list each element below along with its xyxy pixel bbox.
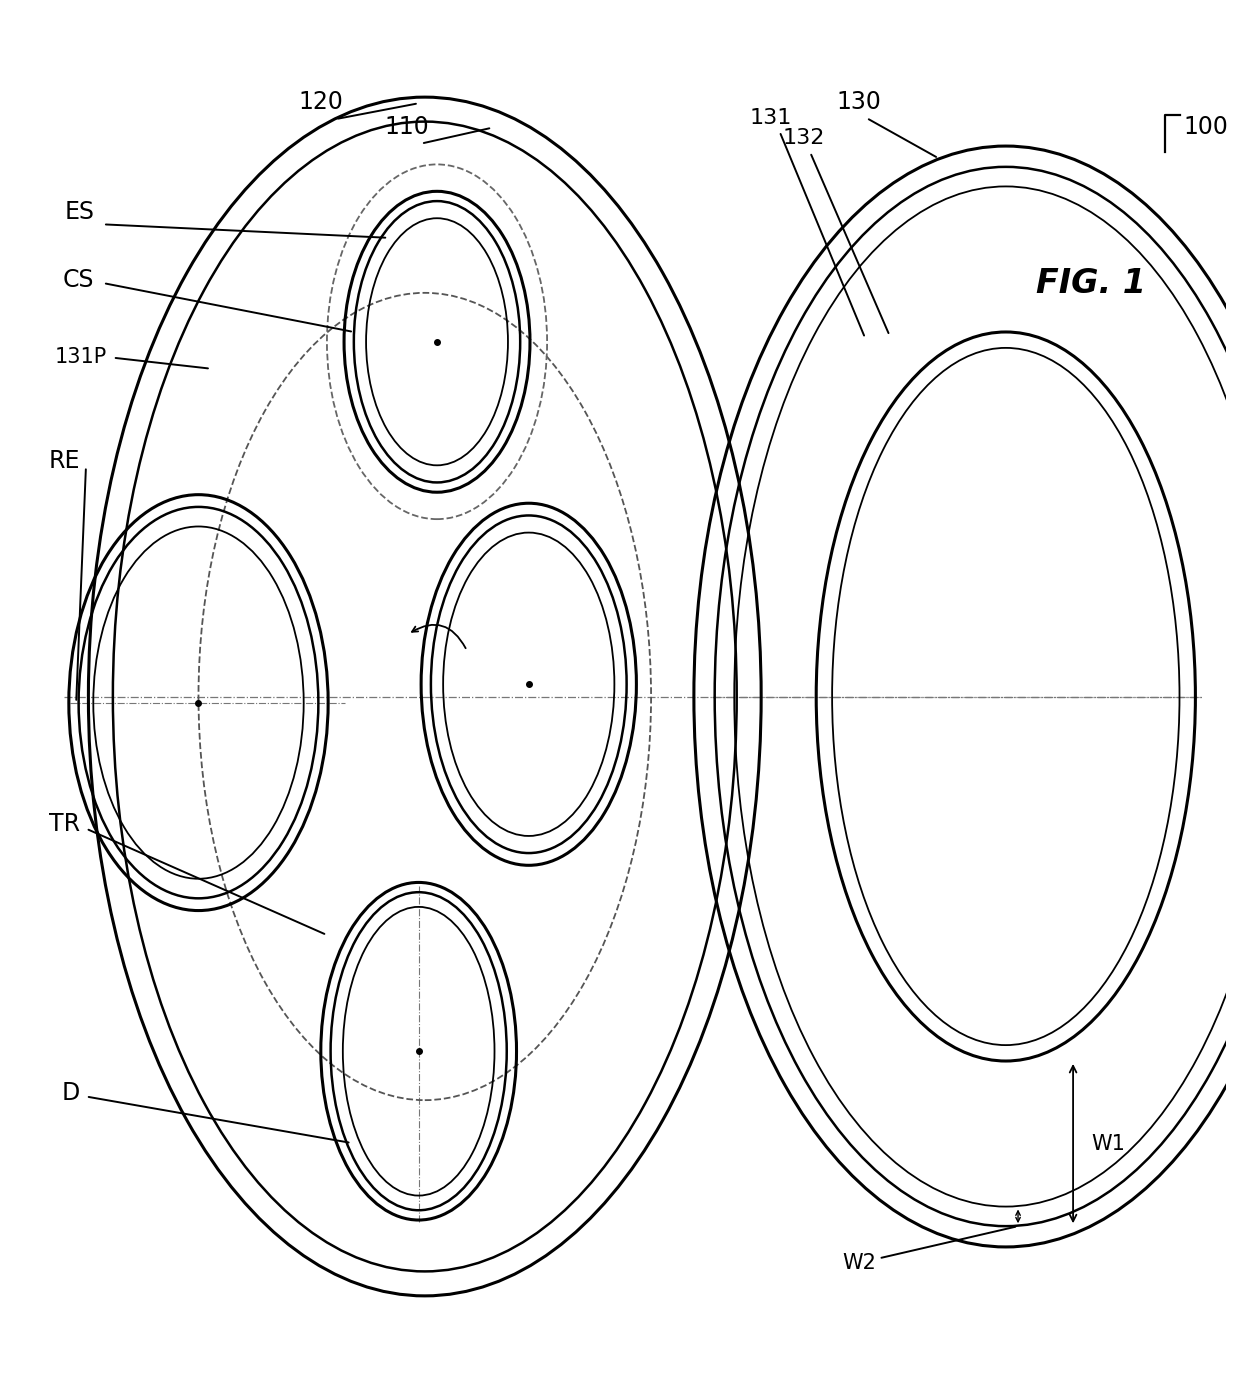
Text: 130: 130 — [837, 91, 882, 114]
Text: FIG. 1: FIG. 1 — [1037, 267, 1147, 299]
Text: W1: W1 — [1091, 1134, 1126, 1153]
Text: 120: 120 — [299, 91, 343, 114]
Text: ES: ES — [64, 201, 94, 224]
Text: 100: 100 — [1183, 114, 1228, 139]
Text: 131: 131 — [750, 109, 792, 128]
Text: 110: 110 — [384, 114, 429, 139]
Text: D: D — [62, 1081, 79, 1105]
Text: 132: 132 — [782, 128, 825, 148]
Text: TR: TR — [48, 812, 79, 836]
Text: CS: CS — [63, 267, 94, 291]
Text: W2: W2 — [842, 1227, 1016, 1273]
Text: 131P: 131P — [55, 347, 107, 366]
Text: RE: RE — [48, 449, 79, 472]
